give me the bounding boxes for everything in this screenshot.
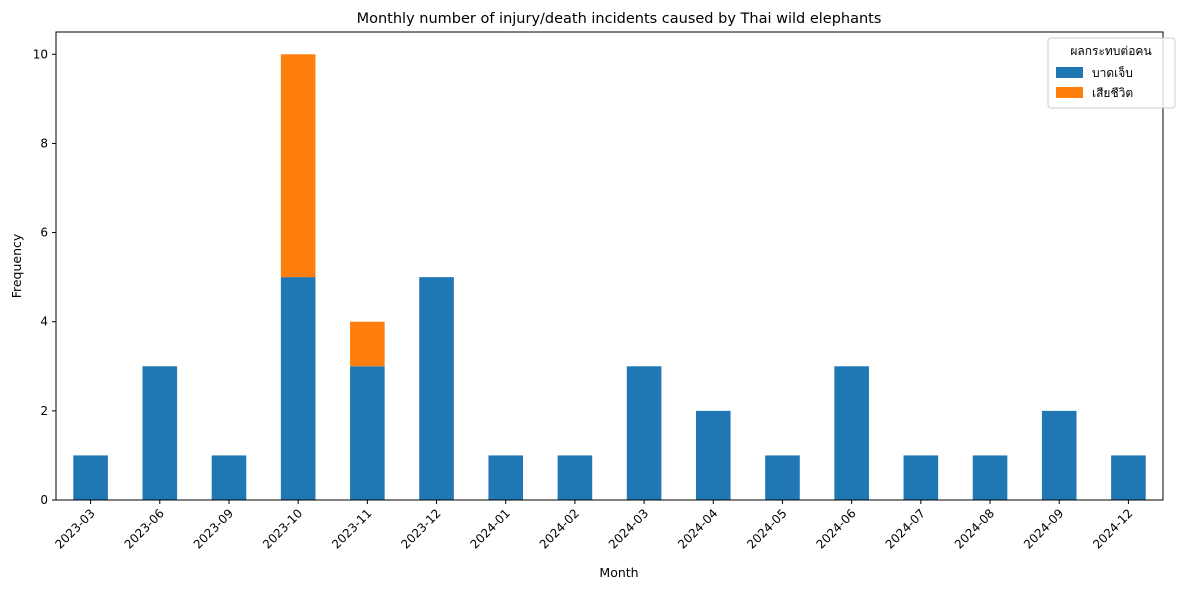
y-axis-ticks: 0 2 4 6 8 10 <box>33 47 56 507</box>
x-tick-label: 2024-12 <box>1090 506 1135 551</box>
legend-label-injured: บาดเจ็บ <box>1092 65 1133 80</box>
y-tick-label: 4 <box>40 315 48 329</box>
bar-injured-2024-02 <box>557 455 593 500</box>
bar-injured-2024-12 <box>1111 455 1146 500</box>
bars-layer <box>73 54 1146 500</box>
x-tick-label: 2024-08 <box>952 506 997 551</box>
legend-label-died: เสียชีวิต <box>1092 86 1133 100</box>
x-tick-label: 2024-01 <box>467 506 512 551</box>
bar-injured-2023-06 <box>142 366 178 500</box>
legend-swatch-injured <box>1056 67 1083 78</box>
x-tick-label: 2024-03 <box>606 506 651 551</box>
bar-injured-2024-05 <box>765 455 800 500</box>
x-tick-label: 2024-09 <box>1021 506 1066 551</box>
x-tick-label: 2023-09 <box>191 506 236 551</box>
x-tick-label: 2024-04 <box>675 506 720 551</box>
legend-swatch-died <box>1056 87 1083 98</box>
x-tick-label: 2023-06 <box>122 506 167 551</box>
bar-injured-2024-04 <box>695 410 731 500</box>
x-tick-label: 2023-03 <box>52 506 97 551</box>
x-tick-label: 2024-06 <box>813 506 858 551</box>
x-tick-label: 2023-10 <box>260 506 305 551</box>
y-axis-label: Frequency <box>9 233 24 298</box>
y-tick-label: 0 <box>40 493 48 507</box>
x-tick-label: 2024-02 <box>537 506 582 551</box>
bar-injured-2023-03 <box>73 455 108 500</box>
x-axis-ticks: 2023-03 2023-06 2023-09 2023-10 2023-11 2023-… <box>52 500 1136 552</box>
bar-injured-2024-07 <box>903 455 939 500</box>
y-tick-label: 10 <box>33 47 48 61</box>
chart-title: Monthly number of injury/death incidents… <box>357 11 882 27</box>
bar-injured-2023-09 <box>211 455 247 500</box>
bar-injured-2024-01 <box>488 455 524 500</box>
x-tick-label: 2023-12 <box>398 506 443 551</box>
bar-injured-2024-06 <box>834 366 869 500</box>
plot-frame <box>55 31 1164 501</box>
x-axis-label: Month <box>599 565 638 580</box>
bar-died-2023-11 <box>350 321 385 367</box>
bar-injured-2024-03 <box>626 366 662 500</box>
y-tick-label: 8 <box>40 136 48 150</box>
y-tick-label: 2 <box>40 404 48 418</box>
bar-died-2023-10 <box>280 54 316 278</box>
y-tick-label: 6 <box>40 226 48 240</box>
bar-injured-2023-10 <box>280 277 316 500</box>
legend: ผลกระทบต่อคน บาดเจ็บ เสียชีวิต <box>1047 37 1176 109</box>
x-tick-label: 2023-11 <box>329 506 374 551</box>
x-tick-label: 2024-07 <box>883 506 928 551</box>
bar-injured-2024-09 <box>1041 410 1077 500</box>
bar-injured-2023-11 <box>350 366 385 500</box>
x-tick-label: 2024-05 <box>744 506 789 551</box>
legend-title: ผลกระทบต่อคน <box>1070 44 1151 58</box>
bar-injured-2024-08 <box>972 455 1008 500</box>
bar-injured-2023-12 <box>419 277 454 500</box>
